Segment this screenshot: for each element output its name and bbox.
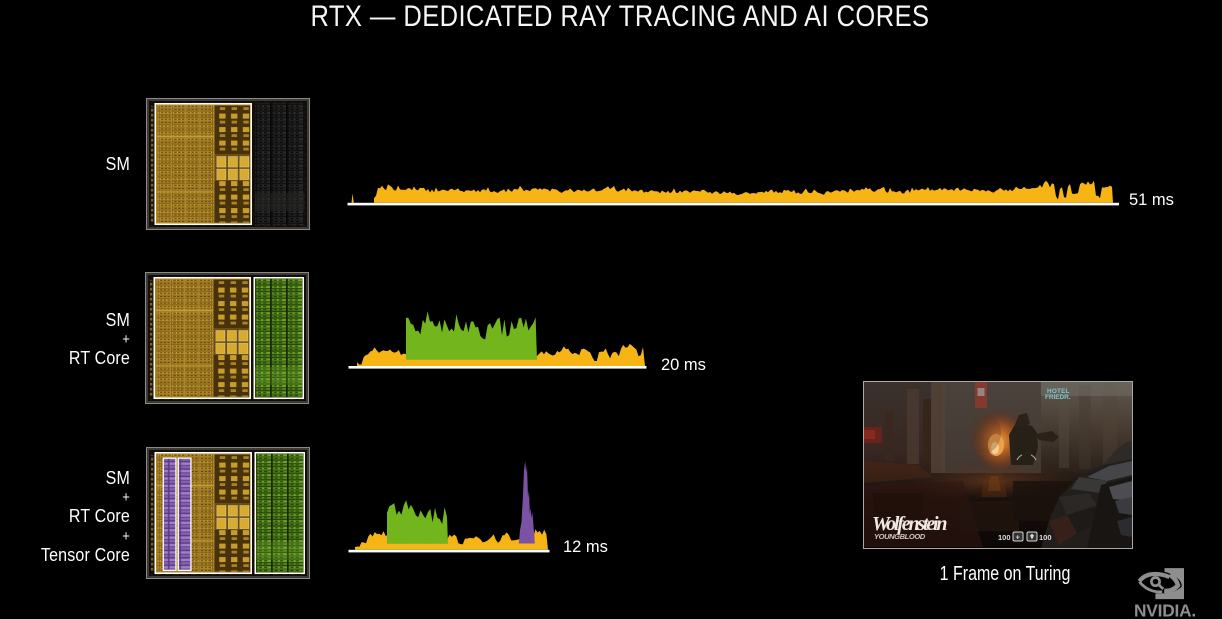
svg-text:HOTEL: HOTEL xyxy=(1047,388,1070,395)
svg-text:FRIEDR.: FRIEDR. xyxy=(1045,394,1071,401)
svg-text:100: 100 xyxy=(998,533,1011,542)
svg-text:YOUNGBLOOD: YOUNGBLOOD xyxy=(874,532,926,541)
svg-text:100: 100 xyxy=(1039,533,1052,542)
svg-text:+: + xyxy=(1016,533,1021,542)
svg-text:NVIDIA.: NVIDIA. xyxy=(1134,601,1196,619)
svg-text:Wolfenstein: Wolfenstein xyxy=(872,513,947,535)
